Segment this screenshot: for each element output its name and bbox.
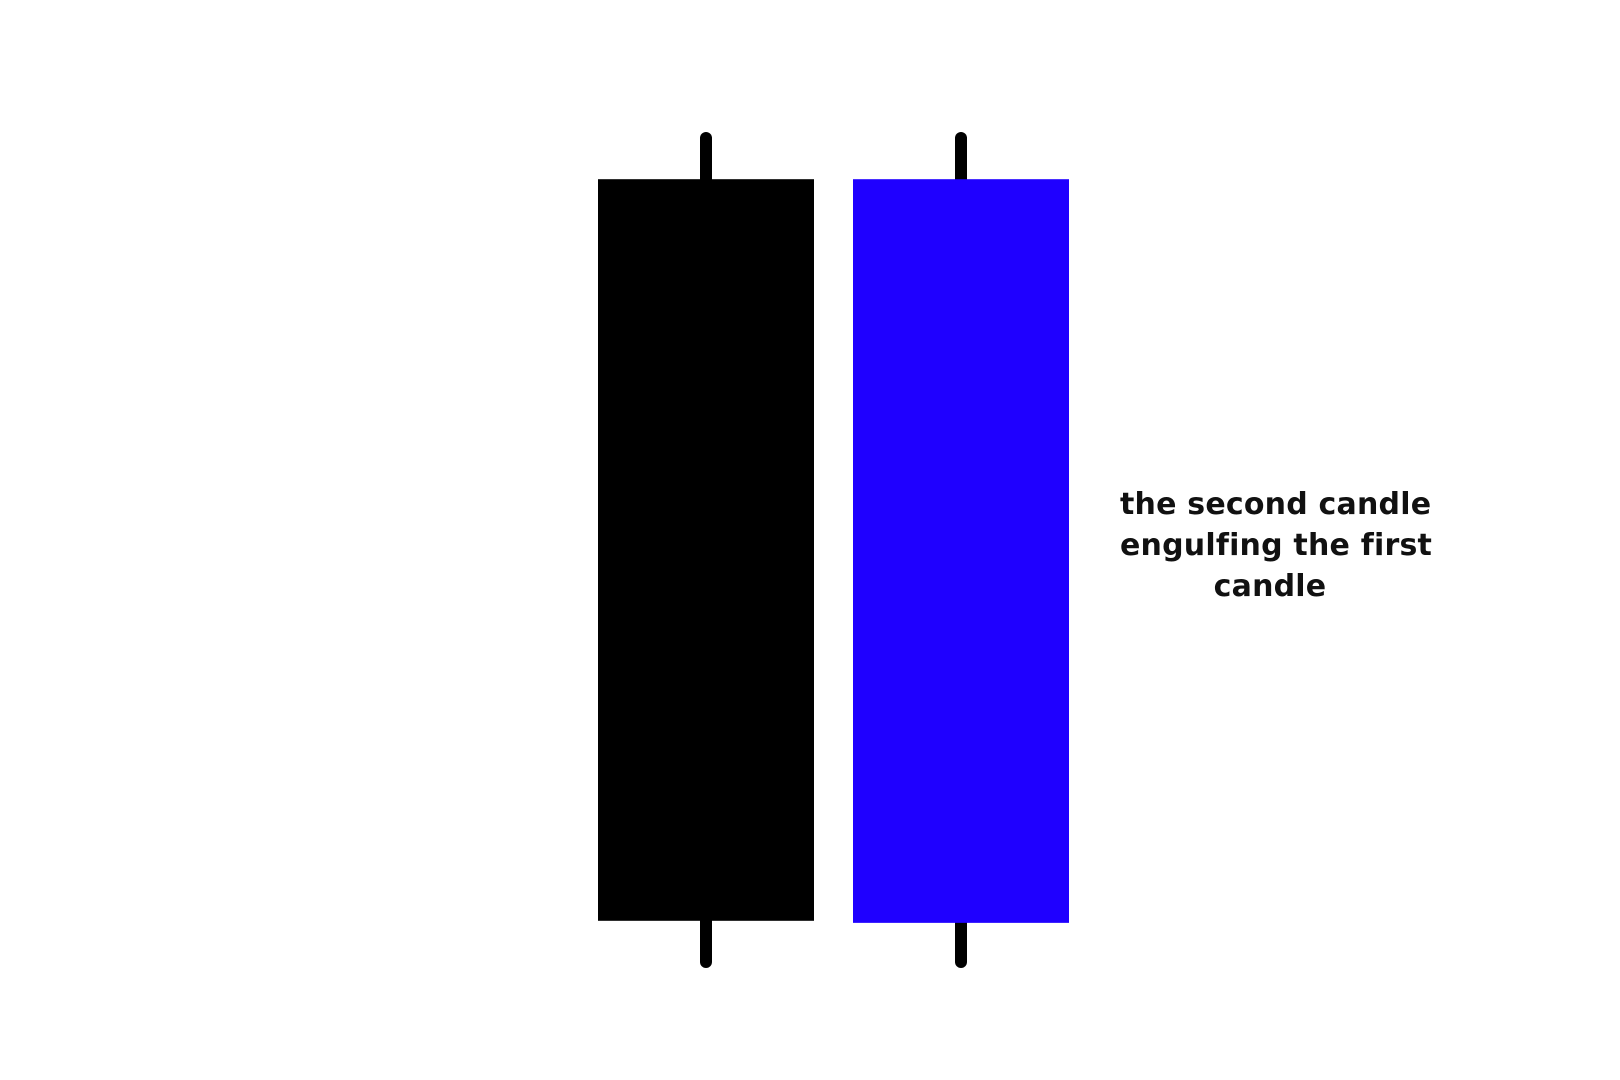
caption: the second candle engulfing the first ca… [1120,484,1433,607]
candle-second-body [853,179,1069,923]
caption-line-3: candle [1213,569,1327,604]
caption-line-2: engulfing the first [1120,528,1433,563]
caption-line-1: the second candle [1120,487,1432,522]
candle-first-body [598,179,814,921]
candle-first [598,132,814,968]
candles-group [598,132,1069,968]
candle-second [853,132,1069,968]
